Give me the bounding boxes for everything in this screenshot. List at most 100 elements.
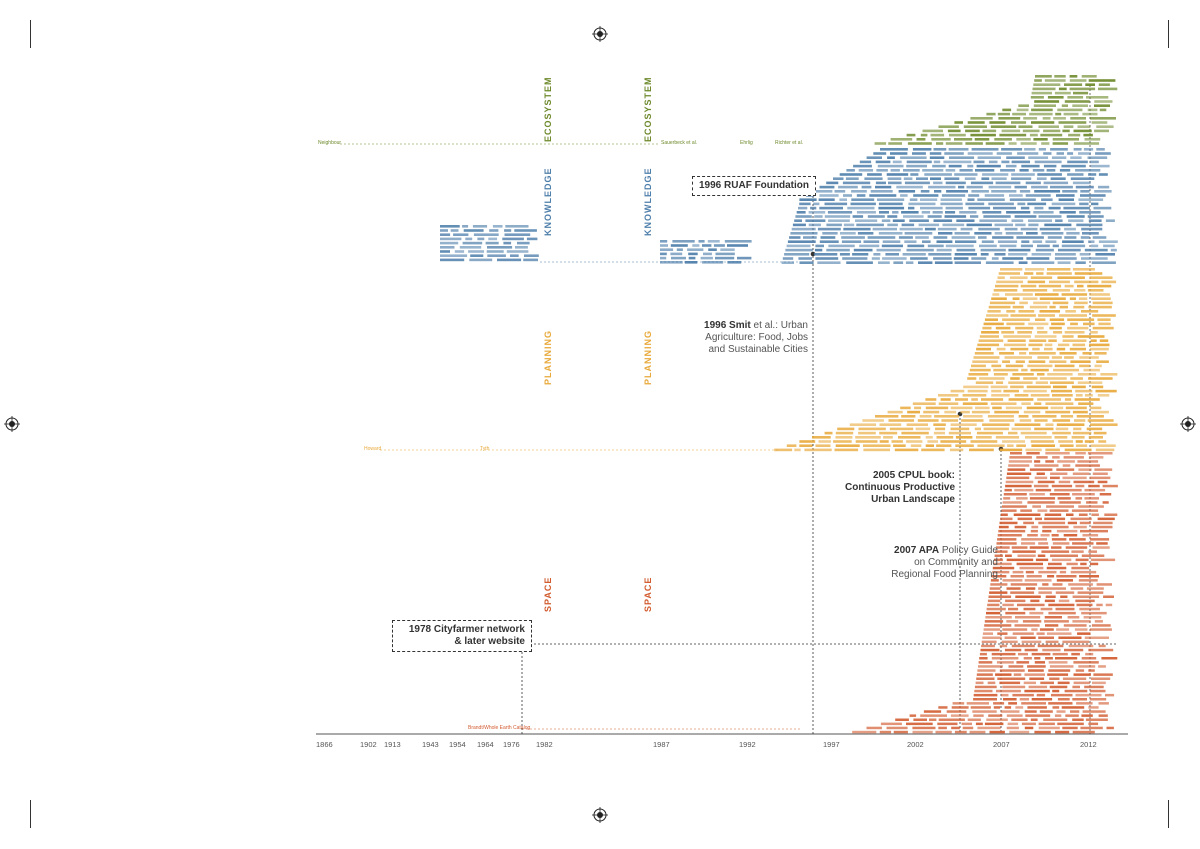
reference-text-mark xyxy=(1072,268,1095,271)
reference-text-mark xyxy=(1094,104,1110,107)
reference-text-mark xyxy=(1039,297,1066,300)
reference-text-mark xyxy=(1092,301,1113,305)
reference-text-mark xyxy=(877,198,905,201)
reference-text-mark xyxy=(1057,261,1071,264)
reference-text-mark xyxy=(1098,173,1108,176)
reference-text-mark xyxy=(1084,636,1109,639)
reference-text-mark xyxy=(1004,488,1012,492)
reference-text-mark xyxy=(1043,152,1052,155)
callout-apa-bold: 2007 APA xyxy=(894,545,940,556)
reference-text-mark xyxy=(813,202,820,206)
reference-text-mark xyxy=(1010,452,1022,455)
reference-text-mark xyxy=(938,726,947,730)
reference-text-mark xyxy=(1038,726,1060,730)
reference-text-mark xyxy=(817,227,841,231)
reference-text-mark xyxy=(907,142,932,145)
reference-text-mark xyxy=(1021,240,1030,243)
reference-text-mark xyxy=(819,194,839,197)
reference-text-mark xyxy=(977,156,1001,159)
reference-text-mark xyxy=(984,318,998,321)
callout-apa-line3: Regional Food Planning xyxy=(891,569,998,580)
reference-text-mark xyxy=(936,248,952,252)
reference-text-mark xyxy=(933,219,953,222)
reference-text-mark xyxy=(1046,169,1056,172)
reference-text-mark xyxy=(991,389,1002,393)
reference-text-mark xyxy=(1029,305,1048,309)
reference-text-mark xyxy=(1042,648,1061,652)
reference-text-mark xyxy=(1026,385,1051,389)
reference-text-mark xyxy=(1074,628,1088,631)
reference-text-mark xyxy=(1091,261,1116,264)
reference-text-mark xyxy=(1050,381,1074,384)
reference-text-mark xyxy=(1078,198,1104,201)
reference-text-mark xyxy=(898,436,921,439)
early-entry-label: Neighbour xyxy=(318,140,342,146)
reference-text-mark xyxy=(963,125,987,128)
reference-text-mark xyxy=(1025,436,1052,439)
reference-text-mark xyxy=(815,444,831,447)
reference-text-mark xyxy=(905,261,914,264)
reference-text-mark xyxy=(1019,301,1028,305)
reference-text-mark xyxy=(955,240,977,243)
reference-text-mark xyxy=(1068,219,1084,222)
reference-text-mark xyxy=(1103,595,1114,598)
reference-text-mark xyxy=(1103,244,1115,248)
reference-text-mark xyxy=(1081,611,1107,615)
reference-text-mark xyxy=(999,133,1027,137)
reference-text-mark xyxy=(798,206,808,210)
reference-text-mark xyxy=(1062,464,1071,467)
reference-text-mark xyxy=(1062,339,1087,342)
reference-text-mark xyxy=(1026,406,1049,410)
reference-text-mark xyxy=(967,377,977,380)
reference-text-mark xyxy=(1096,148,1105,151)
reference-text-mark xyxy=(1034,464,1059,467)
reference-text-mark xyxy=(964,177,976,180)
reference-text-mark xyxy=(892,219,905,222)
reference-text-mark xyxy=(1039,227,1061,231)
reference-text-mark xyxy=(1095,389,1117,393)
reference-text-mark xyxy=(1074,272,1103,275)
reference-text-mark xyxy=(1071,652,1080,656)
reference-text-mark xyxy=(1057,460,1075,463)
reference-text-mark xyxy=(945,206,963,210)
reference-text-mark xyxy=(1032,347,1040,351)
reference-text-mark xyxy=(1052,456,1060,459)
reference-text-mark xyxy=(1059,305,1068,309)
reference-text-mark xyxy=(1057,722,1084,726)
reference-text-mark xyxy=(1045,423,1054,426)
reference-text-mark xyxy=(473,233,499,236)
reference-text-mark xyxy=(1094,468,1113,471)
reference-text-mark xyxy=(672,240,695,243)
reference-text-mark xyxy=(1061,244,1086,248)
reference-text-mark xyxy=(1079,211,1101,214)
reference-text-mark xyxy=(1012,305,1024,309)
reference-text-mark xyxy=(1017,603,1045,607)
reference-text-mark xyxy=(835,431,854,435)
reference-text-mark xyxy=(1093,431,1107,435)
reference-text-mark xyxy=(938,125,959,128)
reference-text-mark xyxy=(932,211,943,214)
reference-text-mark xyxy=(1050,476,1060,480)
reference-text-mark xyxy=(1070,177,1095,180)
reference-text-mark xyxy=(933,431,945,435)
reference-text-mark xyxy=(1034,460,1041,463)
reference-text-mark xyxy=(833,440,852,443)
reference-text-mark xyxy=(1099,339,1109,342)
reference-text-mark xyxy=(1008,381,1033,384)
reference-text-mark xyxy=(1077,381,1103,384)
reference-text-mark xyxy=(934,415,960,418)
reference-text-mark xyxy=(994,554,1003,557)
year-tick-label: 2007 xyxy=(993,740,1010,749)
reference-text-mark xyxy=(1080,194,1106,197)
reference-text-mark xyxy=(987,603,1000,607)
reference-text-mark xyxy=(1074,280,1099,284)
reference-text-mark xyxy=(871,257,880,260)
reference-text-mark xyxy=(988,714,1003,717)
reference-text-mark xyxy=(1072,472,1090,475)
reference-text-mark xyxy=(1075,669,1085,672)
reference-text-mark xyxy=(973,714,984,717)
reference-text-mark xyxy=(1092,681,1106,685)
reference-text-mark xyxy=(440,233,451,236)
reference-text-mark xyxy=(1006,156,1025,159)
reference-text-mark xyxy=(1087,289,1104,292)
